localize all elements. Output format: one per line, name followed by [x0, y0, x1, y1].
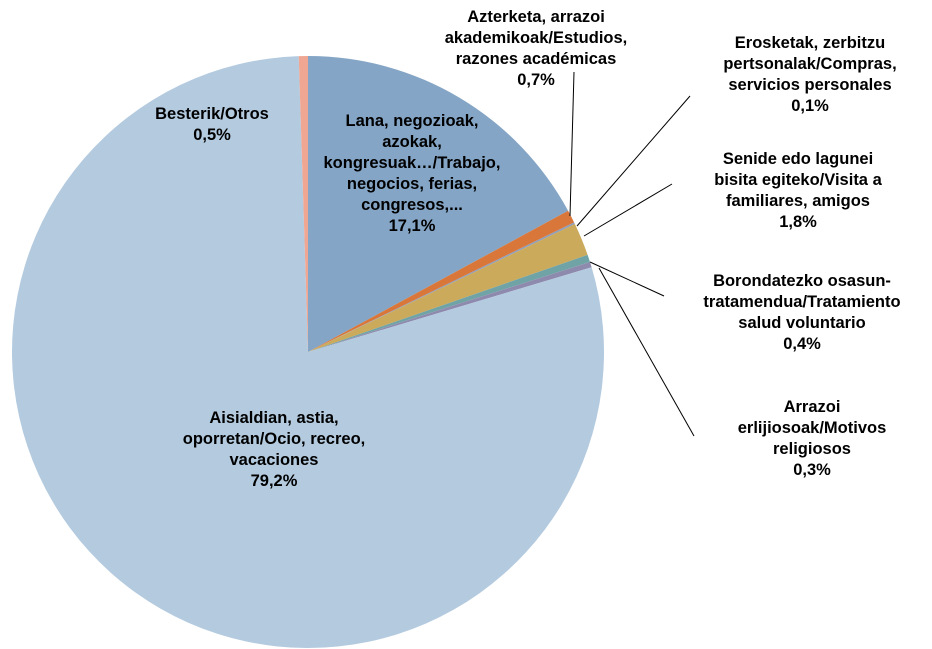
slice-label-line: religiosos: [773, 440, 851, 458]
slice-label-line: Senide edo lagunei: [723, 150, 873, 168]
slice-label-line: Aisialdian, astia,: [209, 409, 338, 427]
slice-label-line: servicios personales: [728, 76, 891, 94]
leader-line-4: [589, 261, 665, 297]
slice-label-line: Arrazoi: [784, 398, 841, 416]
leader-line-2: [576, 95, 691, 227]
slice-label-line: akademikoak/Estudios,: [445, 29, 628, 47]
slice-value-3: 1,8%: [779, 213, 817, 231]
leader-line-5: [598, 267, 695, 437]
slice-label-line: Erosketak, zerbitzu: [735, 34, 885, 52]
slice-label-line: tratamendua/Tratamiento: [703, 293, 900, 311]
slice-value-2: 0,1%: [791, 97, 829, 115]
pie-slice-2: [308, 222, 575, 352]
leader-lines: [569, 71, 695, 437]
slice-label-7: Besterik/Otros 0,5%: [155, 105, 269, 144]
pie-slice-4: [308, 254, 590, 352]
slice-label-6: Aisialdian, astia, oporretan/Ocio, recreo…: [183, 409, 365, 490]
slice-label-line: razones académicas: [456, 50, 617, 68]
slice-label-line: familiares, amigos: [726, 192, 870, 210]
leader-line-1: [569, 71, 575, 217]
slice-label-line: pertsonalak/Compras,: [723, 55, 896, 73]
slice-label-line: congresos,...: [361, 196, 463, 214]
slice-label-3: Senide edo lagunei bisita egiteko/Visita …: [714, 150, 882, 231]
slice-label-line: vacaciones: [230, 451, 319, 469]
slice-label-line: Azterketa, arrazoi: [467, 8, 605, 26]
slice-label-5: Arrazoi erlijiosoak/Motivos religiosos 0,3%: [738, 398, 887, 479]
slice-label-line: erlijiosoak/Motivos: [738, 419, 887, 437]
slice-label-2: Erosketak, zerbitzu pertsonalak/Compras, s…: [723, 34, 896, 115]
slice-label-4: Borondatezko osasun-tratamendua/Tratamie…: [703, 272, 900, 353]
slice-value-7: 0,5%: [193, 126, 231, 144]
pie-slice-0: [308, 56, 569, 352]
slice-label-0: Lana, negozioak, azokak, kongresuak…/Traba…: [324, 112, 501, 235]
slice-value-1: 0,7%: [517, 71, 555, 89]
slice-label-line: azokak,: [382, 133, 442, 151]
slice-value-6: 79,2%: [251, 472, 298, 490]
pie-slice-1: [308, 210, 575, 352]
slice-value-0: 17,1%: [389, 217, 436, 235]
pie-slice-3: [308, 223, 588, 352]
slice-label-line: Besterik/Otros: [155, 105, 269, 123]
slice-label-line: Lana, negozioak,: [346, 112, 479, 130]
slice-label-line: Borondatezko osasun-: [713, 272, 891, 290]
slice-label-line: salud voluntario: [738, 314, 865, 332]
pie-slices: [12, 56, 605, 649]
slice-value-4: 0,4%: [783, 335, 821, 353]
slice-label-line: negocios, ferias,: [347, 175, 477, 193]
leader-line-3: [583, 183, 673, 237]
slice-value-5: 0,3%: [793, 461, 831, 479]
slice-label-1: Azterketa, arrazoi akademikoak/Estudios, r…: [445, 8, 628, 89]
pie-slice-6: [12, 56, 605, 649]
pie-slice-5: [308, 261, 592, 352]
pie-slice-7: [298, 56, 308, 352]
slice-labels: Lana, negozioak, azokak, kongresuak…/Traba…: [155, 8, 900, 490]
slice-label-line: bisita egiteko/Visita a: [714, 171, 882, 189]
slice-label-line: oporretan/Ocio, recreo,: [183, 430, 365, 448]
slice-label-line: kongresuak…/Trabajo,: [324, 154, 501, 172]
